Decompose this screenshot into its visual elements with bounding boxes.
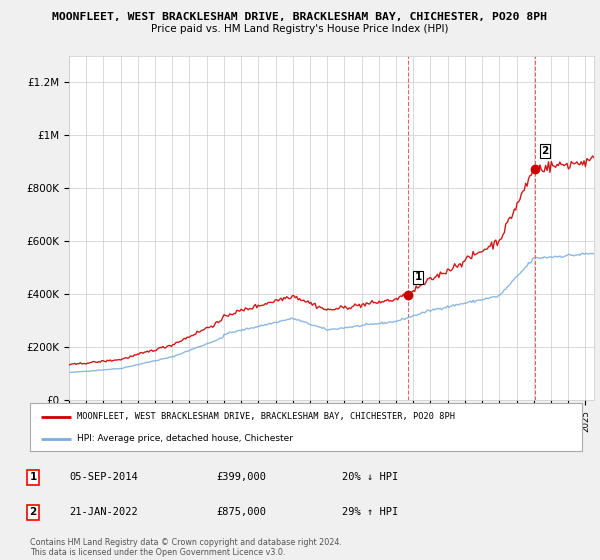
Text: 21-JAN-2022: 21-JAN-2022	[69, 507, 138, 517]
Text: 20% ↓ HPI: 20% ↓ HPI	[342, 472, 398, 482]
Text: 2: 2	[542, 146, 549, 156]
Text: 1: 1	[415, 272, 422, 282]
Text: Price paid vs. HM Land Registry's House Price Index (HPI): Price paid vs. HM Land Registry's House …	[151, 24, 449, 34]
Text: HPI: Average price, detached house, Chichester: HPI: Average price, detached house, Chic…	[77, 435, 293, 444]
Text: 1: 1	[29, 472, 37, 482]
Text: MOONFLEET, WEST BRACKLESHAM DRIVE, BRACKLESHAM BAY, CHICHESTER, PO20 8PH: MOONFLEET, WEST BRACKLESHAM DRIVE, BRACK…	[77, 412, 455, 421]
Text: £875,000: £875,000	[216, 507, 266, 517]
Text: 29% ↑ HPI: 29% ↑ HPI	[342, 507, 398, 517]
Text: MOONFLEET, WEST BRACKLESHAM DRIVE, BRACKLESHAM BAY, CHICHESTER, PO20 8PH: MOONFLEET, WEST BRACKLESHAM DRIVE, BRACK…	[53, 12, 548, 22]
Text: £399,000: £399,000	[216, 472, 266, 482]
Text: 2: 2	[29, 507, 37, 517]
Text: 05-SEP-2014: 05-SEP-2014	[69, 472, 138, 482]
Text: Contains HM Land Registry data © Crown copyright and database right 2024.
This d: Contains HM Land Registry data © Crown c…	[30, 538, 342, 557]
